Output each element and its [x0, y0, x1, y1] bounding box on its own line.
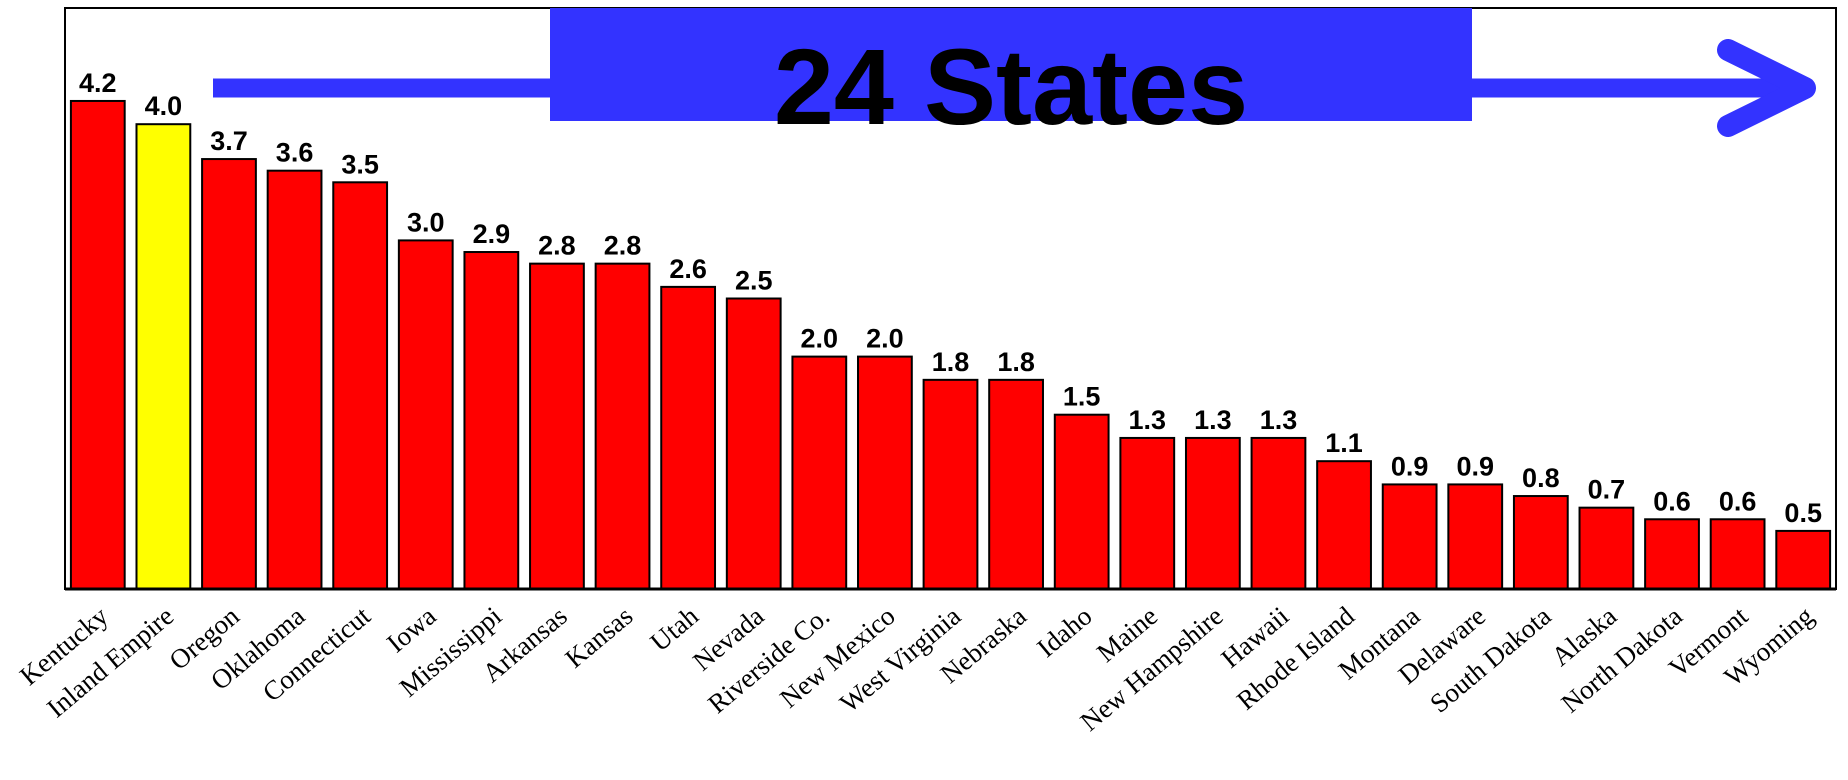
bar	[791, 355, 848, 590]
bar	[857, 355, 913, 590]
bar	[1644, 518, 1700, 591]
bar	[725, 297, 782, 590]
value-label: 2.5	[735, 266, 773, 296]
annotation-box	[550, 8, 1472, 121]
bar	[1250, 436, 1307, 590]
value-label: 1.1	[1325, 428, 1363, 458]
value-label: 1.3	[1260, 405, 1298, 435]
value-label: 4.0	[145, 91, 183, 121]
value-label: 2.6	[669, 254, 707, 284]
value-label: 2.0	[866, 324, 904, 354]
bar	[1053, 413, 1110, 591]
bar	[463, 251, 520, 591]
x-tick-label: Kansas	[559, 601, 638, 674]
value-label: 0.8	[1522, 463, 1560, 493]
bar	[135, 123, 192, 590]
x-tick-label: Idaho	[1031, 601, 1097, 664]
value-label: 1.3	[1129, 405, 1167, 435]
bar	[1512, 495, 1569, 591]
bar	[266, 169, 323, 590]
bar	[988, 378, 1044, 590]
value-label: 0.5	[1784, 498, 1822, 528]
value-label: 3.0	[407, 207, 445, 237]
bar	[1775, 529, 1832, 591]
value-label: 2.0	[801, 324, 839, 354]
value-label: 3.5	[341, 149, 379, 179]
value-label: 0.9	[1456, 451, 1494, 481]
value-label: 2.9	[473, 219, 511, 249]
value-label: 1.8	[997, 347, 1035, 377]
value-label: 1.5	[1063, 382, 1101, 412]
annotation: 24 States	[774, 26, 1248, 147]
value-label: 1.3	[1194, 405, 1232, 435]
annotation-group: 24 States	[213, 8, 1816, 147]
value-label: 3.6	[276, 138, 314, 168]
bar	[529, 262, 585, 590]
arrow-head	[1717, 39, 1816, 137]
bar	[1381, 483, 1438, 591]
bar	[1447, 483, 1504, 591]
bar	[660, 285, 717, 590]
value-label: 0.9	[1391, 451, 1429, 481]
bar	[69, 99, 126, 591]
bar	[201, 158, 257, 590]
value-label: 0.6	[1719, 486, 1757, 516]
bar	[1184, 436, 1241, 590]
bar	[1119, 436, 1176, 590]
bar	[1316, 460, 1372, 590]
value-label: 0.6	[1653, 486, 1691, 516]
bar	[594, 262, 651, 590]
value-label: 4.2	[79, 68, 117, 98]
value-label: 0.7	[1588, 475, 1626, 505]
bar	[922, 378, 979, 590]
bar	[1578, 506, 1635, 590]
bar	[397, 239, 454, 590]
value-label: 1.8	[932, 347, 970, 377]
value-label: 3.7	[210, 126, 248, 156]
value-label: 2.8	[538, 231, 576, 261]
bar	[1709, 518, 1766, 591]
bar	[332, 181, 389, 591]
value-label: 2.8	[604, 231, 642, 261]
